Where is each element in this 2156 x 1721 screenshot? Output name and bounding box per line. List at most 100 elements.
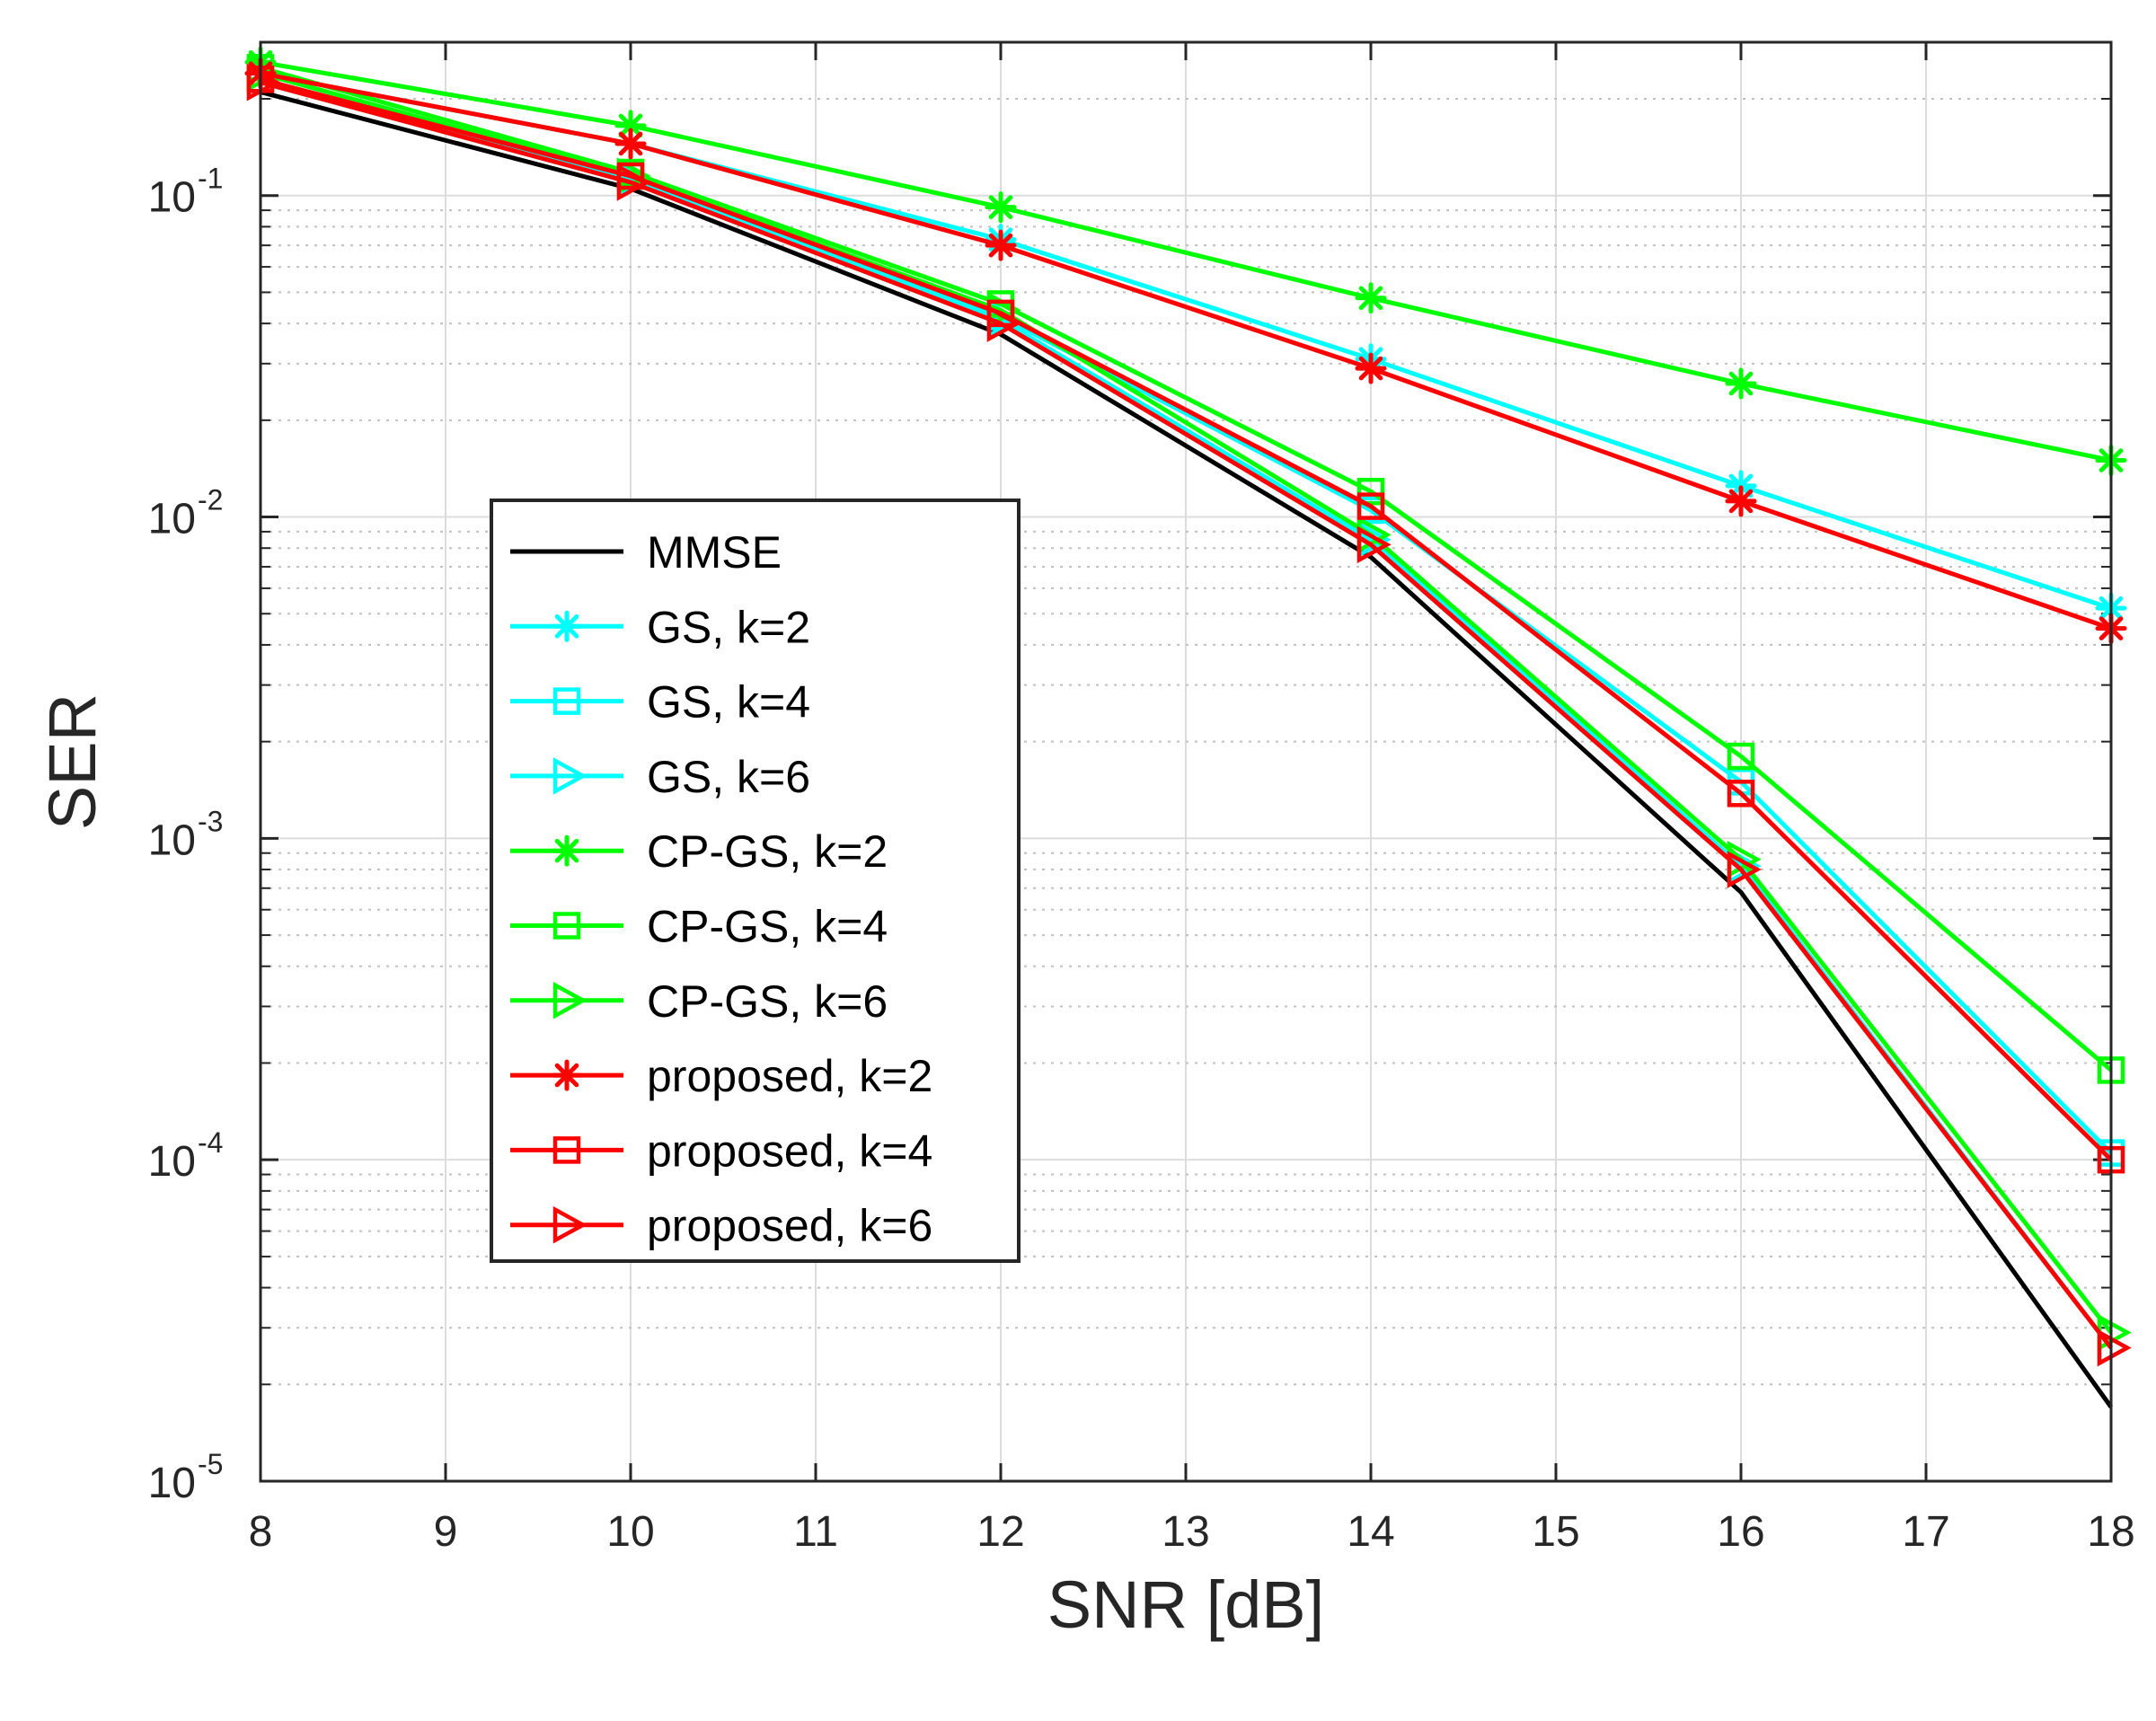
star-stroke [1358,356,1383,381]
data-point-star [985,191,1017,224]
legend-entry: proposed, k=4 [510,1125,932,1176]
legend-entry: proposed, k=2 [510,1051,932,1101]
series-proposed-k-6 [246,63,2132,1367]
data-point-triangle [2097,1328,2132,1367]
data-point-star [1355,282,1387,314]
x-tick-label: 9 [434,1508,458,1556]
y-tick-base: 10 [148,1460,196,1507]
y-tick-label: 10 [148,174,196,222]
y-tick-base: 10 [148,496,196,543]
data-point-star [551,1059,583,1091]
y-tick-label: 10 [148,816,196,864]
y-tick-exponent: -2 [198,484,223,516]
series-line [260,71,2112,631]
series-line [260,59,2112,463]
x-tick-label: 16 [1717,1508,1764,1556]
data-point-triangle [246,63,281,101]
axis-ticks [259,42,2113,1483]
star-stroke [988,233,1013,258]
star-stroke [1728,489,1754,514]
legend-entry: GS, k=4 [510,677,810,728]
data-point-triangle [1727,851,1762,888]
x-tick-label: 11 [793,1508,838,1556]
star-stroke [618,131,643,156]
data-point-square [1727,780,1755,808]
data-point-triangle [616,163,651,201]
star-stroke [1358,286,1383,311]
data-point-star [1355,352,1387,384]
data-point-square [552,1136,581,1164]
legend-label: GS, k=6 [647,752,810,802]
data-point-square [1356,477,1385,506]
x-tick-label: 18 [2087,1508,2134,1556]
y-tick-label: 10 [148,1138,196,1186]
data-point-star [985,229,1017,261]
series-line [260,76,2113,1161]
legend-entry: MMSE [510,527,782,578]
data-point-square [552,687,581,715]
legend-entry: CP-GS, k=6 [510,976,888,1027]
data-point-triangle [552,982,588,1019]
legend-label: GS, k=2 [647,602,810,652]
x-tick-label: 8 [249,1508,273,1556]
x-tick-label: 10 [606,1508,654,1556]
legend-label: proposed, k=4 [647,1125,932,1176]
y-tick-exponent: -4 [198,1126,223,1159]
grid [260,42,2112,1482]
legend-label: proposed, k=6 [647,1201,932,1251]
data-point-square [1727,742,1755,771]
y-tick-exponent: -1 [198,163,223,195]
star-stroke [554,838,579,863]
data-point-star [1725,367,1757,400]
data-point-triangle [1356,525,1392,564]
data-point-square [1356,492,1385,520]
x-tick-label: 15 [1532,1508,1579,1556]
axes-box [259,40,2113,1483]
legend-entry: proposed, k=6 [510,1201,932,1251]
legend-label: CP-GS, k=2 [647,826,888,877]
y-tick-label: 10 [148,1460,196,1507]
legend-entry: GS, k=6 [510,752,810,802]
legend-label: GS, k=4 [647,677,810,728]
x-tick-label: 13 [1162,1508,1209,1556]
y-tick-exponent: -3 [198,805,223,837]
data-series [244,46,2132,1408]
legend-entry: GS, k=2 [510,602,810,652]
x-tick-label: 12 [976,1508,1024,1556]
series-line [260,89,2114,1408]
y-tick-base: 10 [148,1138,196,1186]
legend-items: MMSE GS, k=2 GS, k=4 GS, k=6 CP-GS, k=2 CP-GS… [510,527,932,1251]
y-tick-base: 10 [148,174,196,222]
data-point-triangle [552,1205,588,1244]
data-point-triangle [986,304,1021,342]
y-axis-label: SER [35,693,110,830]
legend-label: MMSE [647,527,782,578]
data-point-square [552,912,581,940]
legend-entry: CP-GS, k=2 [510,826,888,877]
x-tick-label: 17 [1902,1508,1949,1556]
legend-label: proposed, k=2 [647,1051,932,1101]
star-stroke [618,113,643,138]
star-stroke [1728,371,1754,396]
series-mmse [260,89,2114,1408]
series-line [260,80,2113,1350]
data-point-star [614,128,647,160]
y-tick-label: 10 [148,496,196,543]
series-line [260,65,2113,1072]
star-stroke [554,614,579,639]
y-tick-exponent: -5 [198,1448,223,1480]
legend-entry: CP-GS, k=4 [510,902,888,952]
legend-label: CP-GS, k=6 [647,976,888,1027]
legend-label: CP-GS, k=4 [647,902,888,952]
x-tick-label: 14 [1347,1508,1394,1556]
data-point-star [551,834,583,867]
y-tick-base: 10 [148,816,196,864]
star-stroke [554,1063,579,1088]
star-stroke [988,195,1013,219]
x-axis-label: SNR [dB] [1047,1567,1324,1642]
data-point-star [551,610,583,642]
data-point-triangle [552,757,588,795]
legend: MMSE GS, k=2 GS, k=4 GS, k=6 CP-GS, k=2 CP-GS… [490,499,1021,1263]
